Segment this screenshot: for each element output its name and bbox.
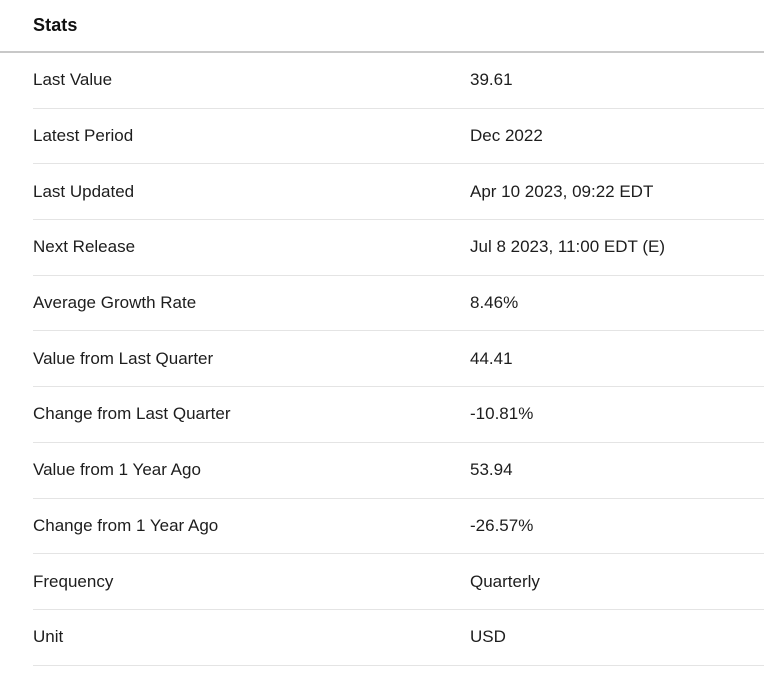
stat-value: Apr 10 2023, 09:22 EDT <box>470 181 654 201</box>
stat-label: Last Updated <box>33 181 135 201</box>
stat-value: Jul 8 2023, 11:00 EDT (E) <box>470 237 665 257</box>
stats-row-last-updated: Last Updated Apr 10 2023, 09:22 EDT <box>33 164 764 221</box>
stats-row-change-from-1-year-ago: Change from 1 Year Ago -26.57% <box>33 499 764 555</box>
stat-value: Dec 2022 <box>470 126 543 146</box>
stats-row-average-growth-rate: Average Growth Rate 8.46% <box>33 276 764 332</box>
stats-row-latest-period: Latest Period Dec 2022 <box>33 109 764 165</box>
stat-value: 53.94 <box>470 460 513 480</box>
stats-header: Stats <box>0 0 764 53</box>
stat-value: 44.41 <box>470 348 513 368</box>
stat-value: 39.61 <box>470 70 513 90</box>
stats-row-frequency: Frequency Quarterly <box>33 554 764 610</box>
stat-value: 8.46% <box>470 293 519 313</box>
stat-label: Last Value <box>33 70 113 90</box>
stats-row-change-from-last-quarter: Change from Last Quarter -10.81% <box>33 387 764 443</box>
stat-label: Change from Last Quarter <box>33 404 231 424</box>
stat-label: Change from 1 Year Ago <box>33 515 219 535</box>
stats-title: Stats <box>33 15 78 35</box>
stats-row-value-from-1-year-ago: Value from 1 Year Ago 53.94 <box>33 443 764 499</box>
stat-label: Next Release <box>33 237 136 257</box>
stat-label: Frequency <box>33 571 114 591</box>
stats-row-last-value: Last Value 39.61 <box>33 53 764 109</box>
stat-label: Value from Last Quarter <box>33 348 214 368</box>
stat-value: -26.57% <box>470 515 534 535</box>
stats-row-unit: Unit USD <box>33 610 764 666</box>
stat-label: Average Growth Rate <box>33 293 197 313</box>
stats-row-value-from-last-quarter: Value from Last Quarter 44.41 <box>33 331 764 388</box>
stat-label: Latest Period <box>33 126 134 146</box>
stat-value: Quarterly <box>470 571 540 591</box>
stat-value: -10.81% <box>470 404 534 424</box>
stat-label: Unit <box>33 627 64 647</box>
stat-value: USD <box>470 627 506 647</box>
stats-row-next-release: Next Release Jul 8 2023, 11:00 EDT (E) <box>33 220 764 276</box>
stat-label: Value from 1 Year Ago <box>33 460 201 480</box>
